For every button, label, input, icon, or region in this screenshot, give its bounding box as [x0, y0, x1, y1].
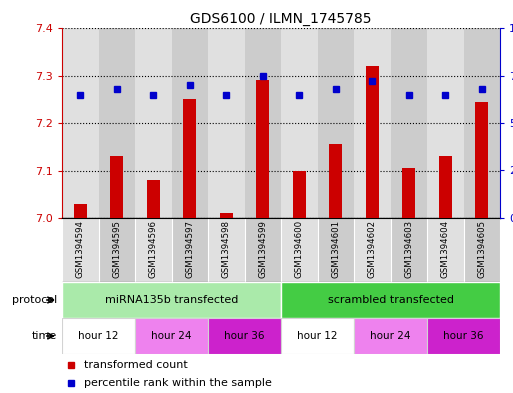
- Bar: [318, 218, 354, 282]
- Bar: [171, 218, 208, 282]
- Bar: [464, 28, 500, 218]
- Text: protocol: protocol: [12, 295, 57, 305]
- Bar: [171, 28, 208, 218]
- Bar: [135, 218, 171, 282]
- Bar: [390, 28, 427, 218]
- Text: GSM1394594: GSM1394594: [76, 220, 85, 278]
- Text: percentile rank within the sample: percentile rank within the sample: [84, 378, 272, 388]
- Bar: [208, 218, 245, 282]
- Text: GSM1394596: GSM1394596: [149, 220, 158, 278]
- Text: time: time: [32, 331, 57, 341]
- Text: GSM1394605: GSM1394605: [477, 220, 486, 278]
- Text: GSM1394604: GSM1394604: [441, 220, 450, 278]
- Bar: [98, 28, 135, 218]
- Bar: [135, 28, 171, 218]
- Bar: [281, 218, 318, 282]
- Text: hour 12: hour 12: [78, 331, 119, 341]
- Bar: [62, 318, 135, 354]
- Bar: [220, 213, 232, 218]
- Bar: [281, 28, 318, 218]
- Text: hour 12: hour 12: [297, 331, 338, 341]
- Bar: [439, 156, 451, 218]
- Bar: [281, 282, 500, 318]
- Text: hour 24: hour 24: [370, 331, 411, 341]
- Title: GDS6100 / ILMN_1745785: GDS6100 / ILMN_1745785: [190, 11, 372, 26]
- Bar: [62, 282, 281, 318]
- Text: hour 24: hour 24: [151, 331, 192, 341]
- Text: scrambled transfected: scrambled transfected: [327, 295, 453, 305]
- Bar: [147, 180, 160, 218]
- Bar: [256, 80, 269, 218]
- Bar: [464, 218, 500, 282]
- Bar: [281, 318, 354, 354]
- Text: GSM1394602: GSM1394602: [368, 220, 377, 278]
- Bar: [208, 318, 281, 354]
- Bar: [74, 204, 87, 218]
- Bar: [98, 218, 135, 282]
- Text: GSM1394603: GSM1394603: [404, 220, 413, 278]
- Bar: [208, 28, 245, 218]
- Bar: [245, 218, 281, 282]
- Bar: [427, 218, 464, 282]
- Bar: [245, 28, 281, 218]
- Bar: [427, 318, 500, 354]
- Bar: [366, 66, 379, 218]
- Bar: [476, 102, 488, 218]
- Text: GSM1394598: GSM1394598: [222, 220, 231, 278]
- Bar: [293, 171, 306, 218]
- Bar: [318, 28, 354, 218]
- Text: hour 36: hour 36: [443, 331, 484, 341]
- Text: transformed count: transformed count: [84, 360, 188, 370]
- Text: miRNA135b transfected: miRNA135b transfected: [105, 295, 238, 305]
- Bar: [329, 144, 342, 218]
- Text: GSM1394600: GSM1394600: [295, 220, 304, 278]
- Text: GSM1394595: GSM1394595: [112, 220, 121, 278]
- Bar: [354, 28, 390, 218]
- Bar: [354, 218, 390, 282]
- Bar: [354, 318, 427, 354]
- Bar: [62, 28, 98, 218]
- Text: GSM1394599: GSM1394599: [258, 220, 267, 278]
- Text: GSM1394601: GSM1394601: [331, 220, 340, 278]
- Bar: [390, 218, 427, 282]
- Bar: [135, 318, 208, 354]
- Bar: [402, 168, 415, 218]
- Text: GSM1394597: GSM1394597: [185, 220, 194, 278]
- Text: hour 36: hour 36: [224, 331, 265, 341]
- Bar: [427, 28, 464, 218]
- Bar: [62, 218, 98, 282]
- Bar: [110, 156, 123, 218]
- Bar: [183, 99, 196, 218]
